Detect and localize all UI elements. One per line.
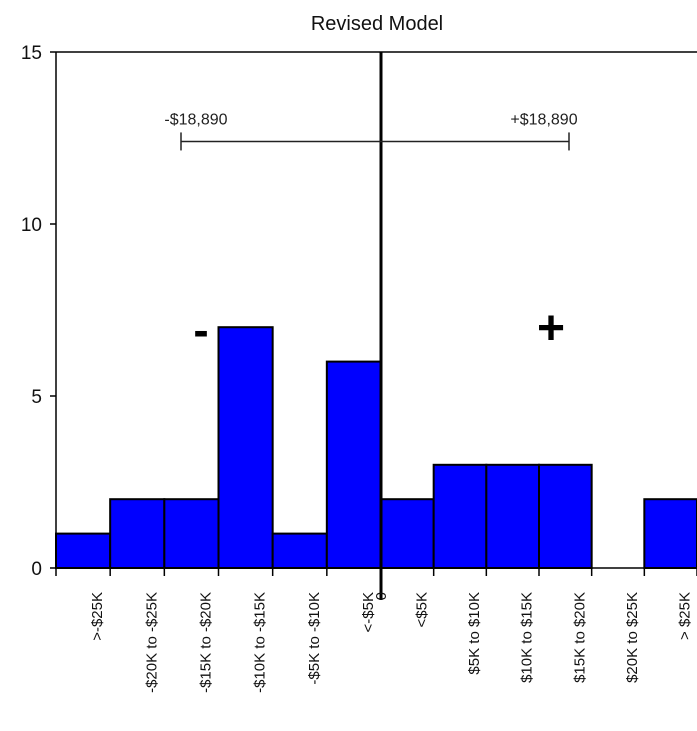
x-zero-label: 0 [373, 592, 390, 600]
bar-0 [55, 532, 112, 569]
bar-6 [380, 498, 435, 570]
x-tick-label: > $25K [677, 592, 694, 640]
x-tick-label: -$15K to -$20K [197, 592, 214, 693]
x-tick-label: -$5K to -$10K [306, 592, 323, 685]
bar-8 [485, 463, 541, 569]
x-tick-label: $5K to $10K [466, 592, 483, 675]
x-tick-label: >-$25K [89, 592, 106, 641]
y-tick-label: 0 [31, 559, 42, 580]
bar-2 [163, 498, 220, 570]
x-tick-label: <-$5K [360, 592, 377, 632]
bar-9 [538, 463, 593, 569]
x-tick-label: $20K to $25K [624, 592, 641, 683]
y-tick-label: 10 [21, 215, 42, 236]
x-tick-label: -$10K to -$15K [252, 592, 269, 693]
plus-sign: + [537, 302, 565, 355]
range-left-label: -$18,890 [164, 111, 227, 128]
bars-group [55, 326, 697, 570]
bar-7 [432, 463, 488, 569]
chart-title: Revised Model [311, 13, 443, 35]
y-ticks-group: 0 5 10 15 [21, 43, 56, 580]
range-annotation: -$18,890 +$18,890 [164, 111, 578, 151]
axes-group [55, 51, 697, 600]
minus-sign: - [193, 304, 208, 356]
y-tick-label: 15 [21, 43, 42, 64]
x-ticks-group: >-$25K -$20K to -$25K -$15K to -$20K -$10K … [55, 568, 697, 693]
bar-3 [217, 326, 274, 570]
range-right-label: +$18,890 [510, 111, 577, 128]
bar-11 [643, 498, 697, 570]
y-tick-label: 5 [31, 387, 42, 408]
bar-1 [109, 498, 166, 570]
x-tick-label: $15K to $20K [571, 592, 588, 683]
bar-4 [271, 532, 328, 569]
bar-5 [325, 360, 383, 569]
x-tick-label: <$5K [413, 592, 430, 627]
x-tick-label: $10K to $15K [519, 592, 536, 683]
x-tick-label: -$20K to -$25K [143, 592, 160, 693]
